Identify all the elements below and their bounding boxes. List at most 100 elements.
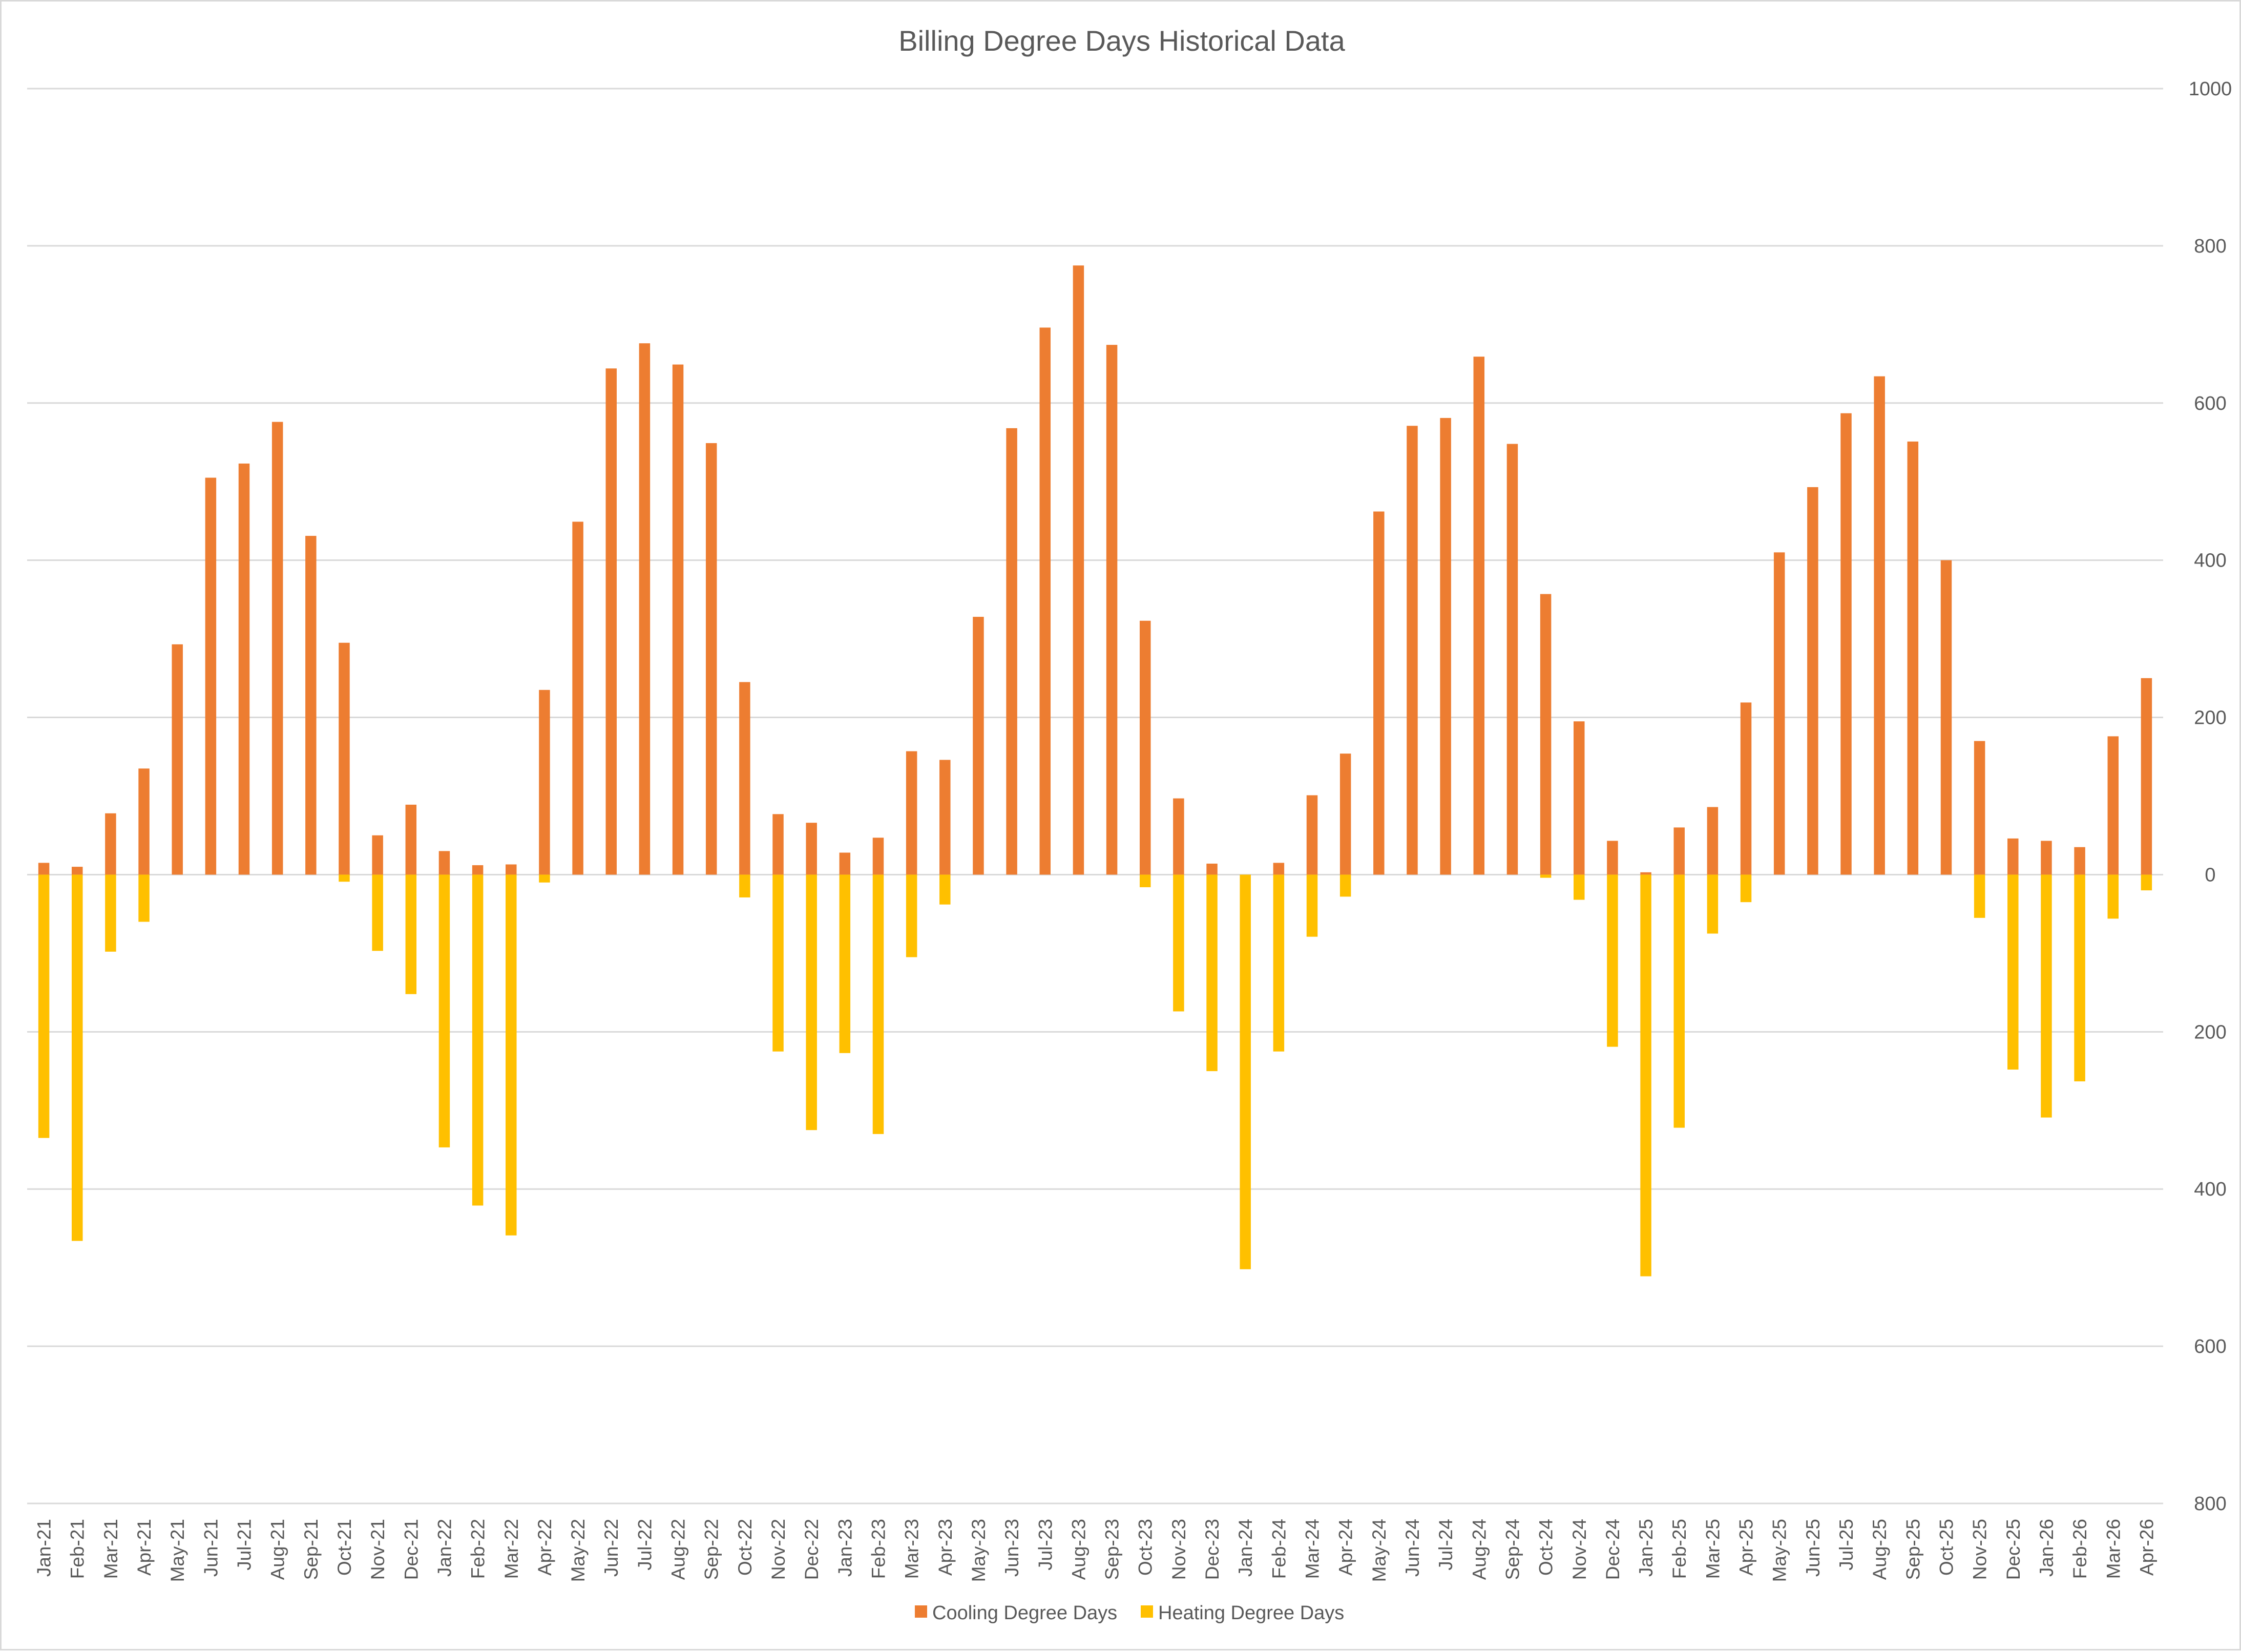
x-tick-label: Mar-25 <box>1702 1519 1723 1579</box>
x-tick-label: Dec-24 <box>1602 1519 1623 1580</box>
cooling-bar-mar-26 <box>2107 736 2119 875</box>
y-tick-label: 400 <box>2194 550 2226 572</box>
y-tick-label: 200 <box>2194 1021 2226 1043</box>
cooling-bar-apr-23 <box>939 760 951 875</box>
legend-swatch <box>915 1605 927 1618</box>
x-tick-label: Jan-21 <box>34 1519 55 1577</box>
heating-bar-oct-21 <box>339 874 350 882</box>
cooling-bar-jul-25 <box>1840 413 1852 875</box>
heating-bar-mar-24 <box>1306 874 1318 937</box>
heating-bar-mar-25 <box>1707 874 1719 934</box>
x-tick-label: Jun-24 <box>1402 1519 1423 1577</box>
heating-bar-nov-25 <box>1974 874 1985 918</box>
heating-bar-jan-21 <box>38 874 50 1138</box>
heating-bar-apr-23 <box>939 874 951 905</box>
heating-bar-dec-24 <box>1607 874 1618 1047</box>
cooling-bar-jul-24 <box>1440 417 1451 875</box>
cooling-bar-dec-24 <box>1607 841 1618 875</box>
x-tick-label: Mar-21 <box>100 1519 121 1579</box>
cooling-bar-jan-22 <box>438 851 450 875</box>
heating-bar-mar-23 <box>906 874 917 957</box>
x-tick-label: Apr-26 <box>2136 1519 2157 1576</box>
x-tick-label: Nov-22 <box>768 1519 789 1580</box>
y-tick-label: 800 <box>2194 236 2226 257</box>
y-tick-label: 600 <box>2194 393 2226 414</box>
cooling-bar-oct-21 <box>339 642 350 875</box>
x-tick-label: Mar-23 <box>902 1519 923 1579</box>
cooling-bar-jan-25 <box>1640 872 1651 875</box>
heating-bar-feb-26 <box>2074 874 2085 1082</box>
y-tick-label: 400 <box>2194 1179 2226 1200</box>
y-tick-label: 600 <box>2194 1336 2226 1357</box>
x-tick-label: Mar-26 <box>2103 1519 2124 1579</box>
x-tick-label: Jul-22 <box>634 1519 655 1571</box>
cooling-bar-mar-25 <box>1707 807 1719 875</box>
cooling-bar-may-21 <box>172 644 183 875</box>
x-tick-label: Oct-21 <box>334 1519 355 1576</box>
x-tick-label: Mar-24 <box>1302 1519 1323 1579</box>
cooling-bar-sep-21 <box>305 536 317 875</box>
x-tick-label: Oct-25 <box>1936 1519 1957 1576</box>
x-tick-label: Jul-25 <box>1836 1519 1857 1571</box>
heating-bar-dec-25 <box>2007 874 2019 1070</box>
cooling-bar-may-22 <box>572 521 583 875</box>
cooling-bar-apr-22 <box>539 689 550 875</box>
heating-bar-mar-26 <box>2107 874 2119 919</box>
x-tick-label: Dec-25 <box>2003 1519 2024 1580</box>
x-tick-label: Aug-25 <box>1869 1519 1890 1580</box>
cooling-bar-dec-25 <box>2007 838 2019 875</box>
x-tick-label: May-25 <box>1769 1519 1790 1582</box>
x-tick-label: May-23 <box>968 1519 989 1582</box>
heating-bar-apr-25 <box>1740 874 1752 903</box>
cooling-bar-jul-21 <box>238 463 250 875</box>
heating-bar-jan-23 <box>839 874 851 1053</box>
cooling-bar-feb-26 <box>2074 847 2085 875</box>
x-tick-label: Oct-24 <box>1536 1519 1557 1576</box>
heating-bar-jan-26 <box>2041 874 2052 1118</box>
cooling-bar-feb-24 <box>1273 863 1285 875</box>
cooling-bar-may-23 <box>973 617 984 875</box>
heating-bar-oct-24 <box>1540 874 1552 878</box>
x-tick-label: Feb-22 <box>468 1519 489 1579</box>
x-tick-label: Jul-23 <box>1035 1519 1056 1571</box>
cooling-bar-feb-23 <box>872 838 884 875</box>
cooling-bar-jun-22 <box>605 368 617 875</box>
cooling-bar-apr-24 <box>1339 754 1351 875</box>
x-tick-label: Jun-21 <box>200 1519 221 1577</box>
x-tick-label: Jul-21 <box>234 1519 255 1571</box>
heating-bar-jan-25 <box>1640 874 1651 1277</box>
x-tick-label: Apr-21 <box>134 1519 155 1576</box>
heating-bar-mar-21 <box>105 874 116 952</box>
y-tick-label: 1000 <box>2189 78 2232 100</box>
cooling-bar-nov-22 <box>772 814 784 875</box>
heating-bar-apr-26 <box>2141 874 2152 891</box>
cooling-bar-jul-22 <box>639 343 651 875</box>
cooling-bar-may-25 <box>1773 552 1785 875</box>
cooling-bar-feb-22 <box>472 865 484 875</box>
x-tick-label: Nov-23 <box>1168 1519 1189 1580</box>
x-tick-label: Apr-23 <box>935 1519 956 1576</box>
legend-swatch <box>1141 1605 1153 1618</box>
x-tick-label: Nov-25 <box>1970 1519 1991 1580</box>
cooling-bar-mar-22 <box>506 864 517 875</box>
heating-bar-feb-25 <box>1673 874 1685 1128</box>
x-tick-label: Feb-23 <box>868 1519 889 1579</box>
x-axis-tick-labels: Jan-21 Feb-21 Mar-21 Apr-21 May-21 Jun-21 Jul-… <box>34 1519 2158 1582</box>
cooling-bar-feb-25 <box>1673 827 1685 875</box>
x-tick-label: Feb-21 <box>67 1519 88 1579</box>
cooling-bar-nov-24 <box>1574 721 1585 875</box>
cooling-bar-nov-25 <box>1974 741 1985 875</box>
x-tick-label: Aug-23 <box>1068 1519 1089 1580</box>
x-tick-label: Sep-24 <box>1502 1519 1523 1580</box>
heating-bar-feb-24 <box>1273 874 1285 1052</box>
cooling-bar-dec-22 <box>806 823 817 875</box>
bars <box>38 265 2152 1277</box>
heating-bar-dec-23 <box>1206 874 1218 1072</box>
cooling-bar-aug-21 <box>271 422 283 875</box>
heating-bar-feb-21 <box>71 874 83 1241</box>
heating-bar-dec-21 <box>405 874 417 994</box>
cooling-bar-dec-23 <box>1206 863 1218 875</box>
cooling-bar-aug-24 <box>1473 357 1485 875</box>
cooling-bar-nov-23 <box>1173 798 1184 875</box>
cooling-bar-sep-25 <box>1907 441 1919 875</box>
